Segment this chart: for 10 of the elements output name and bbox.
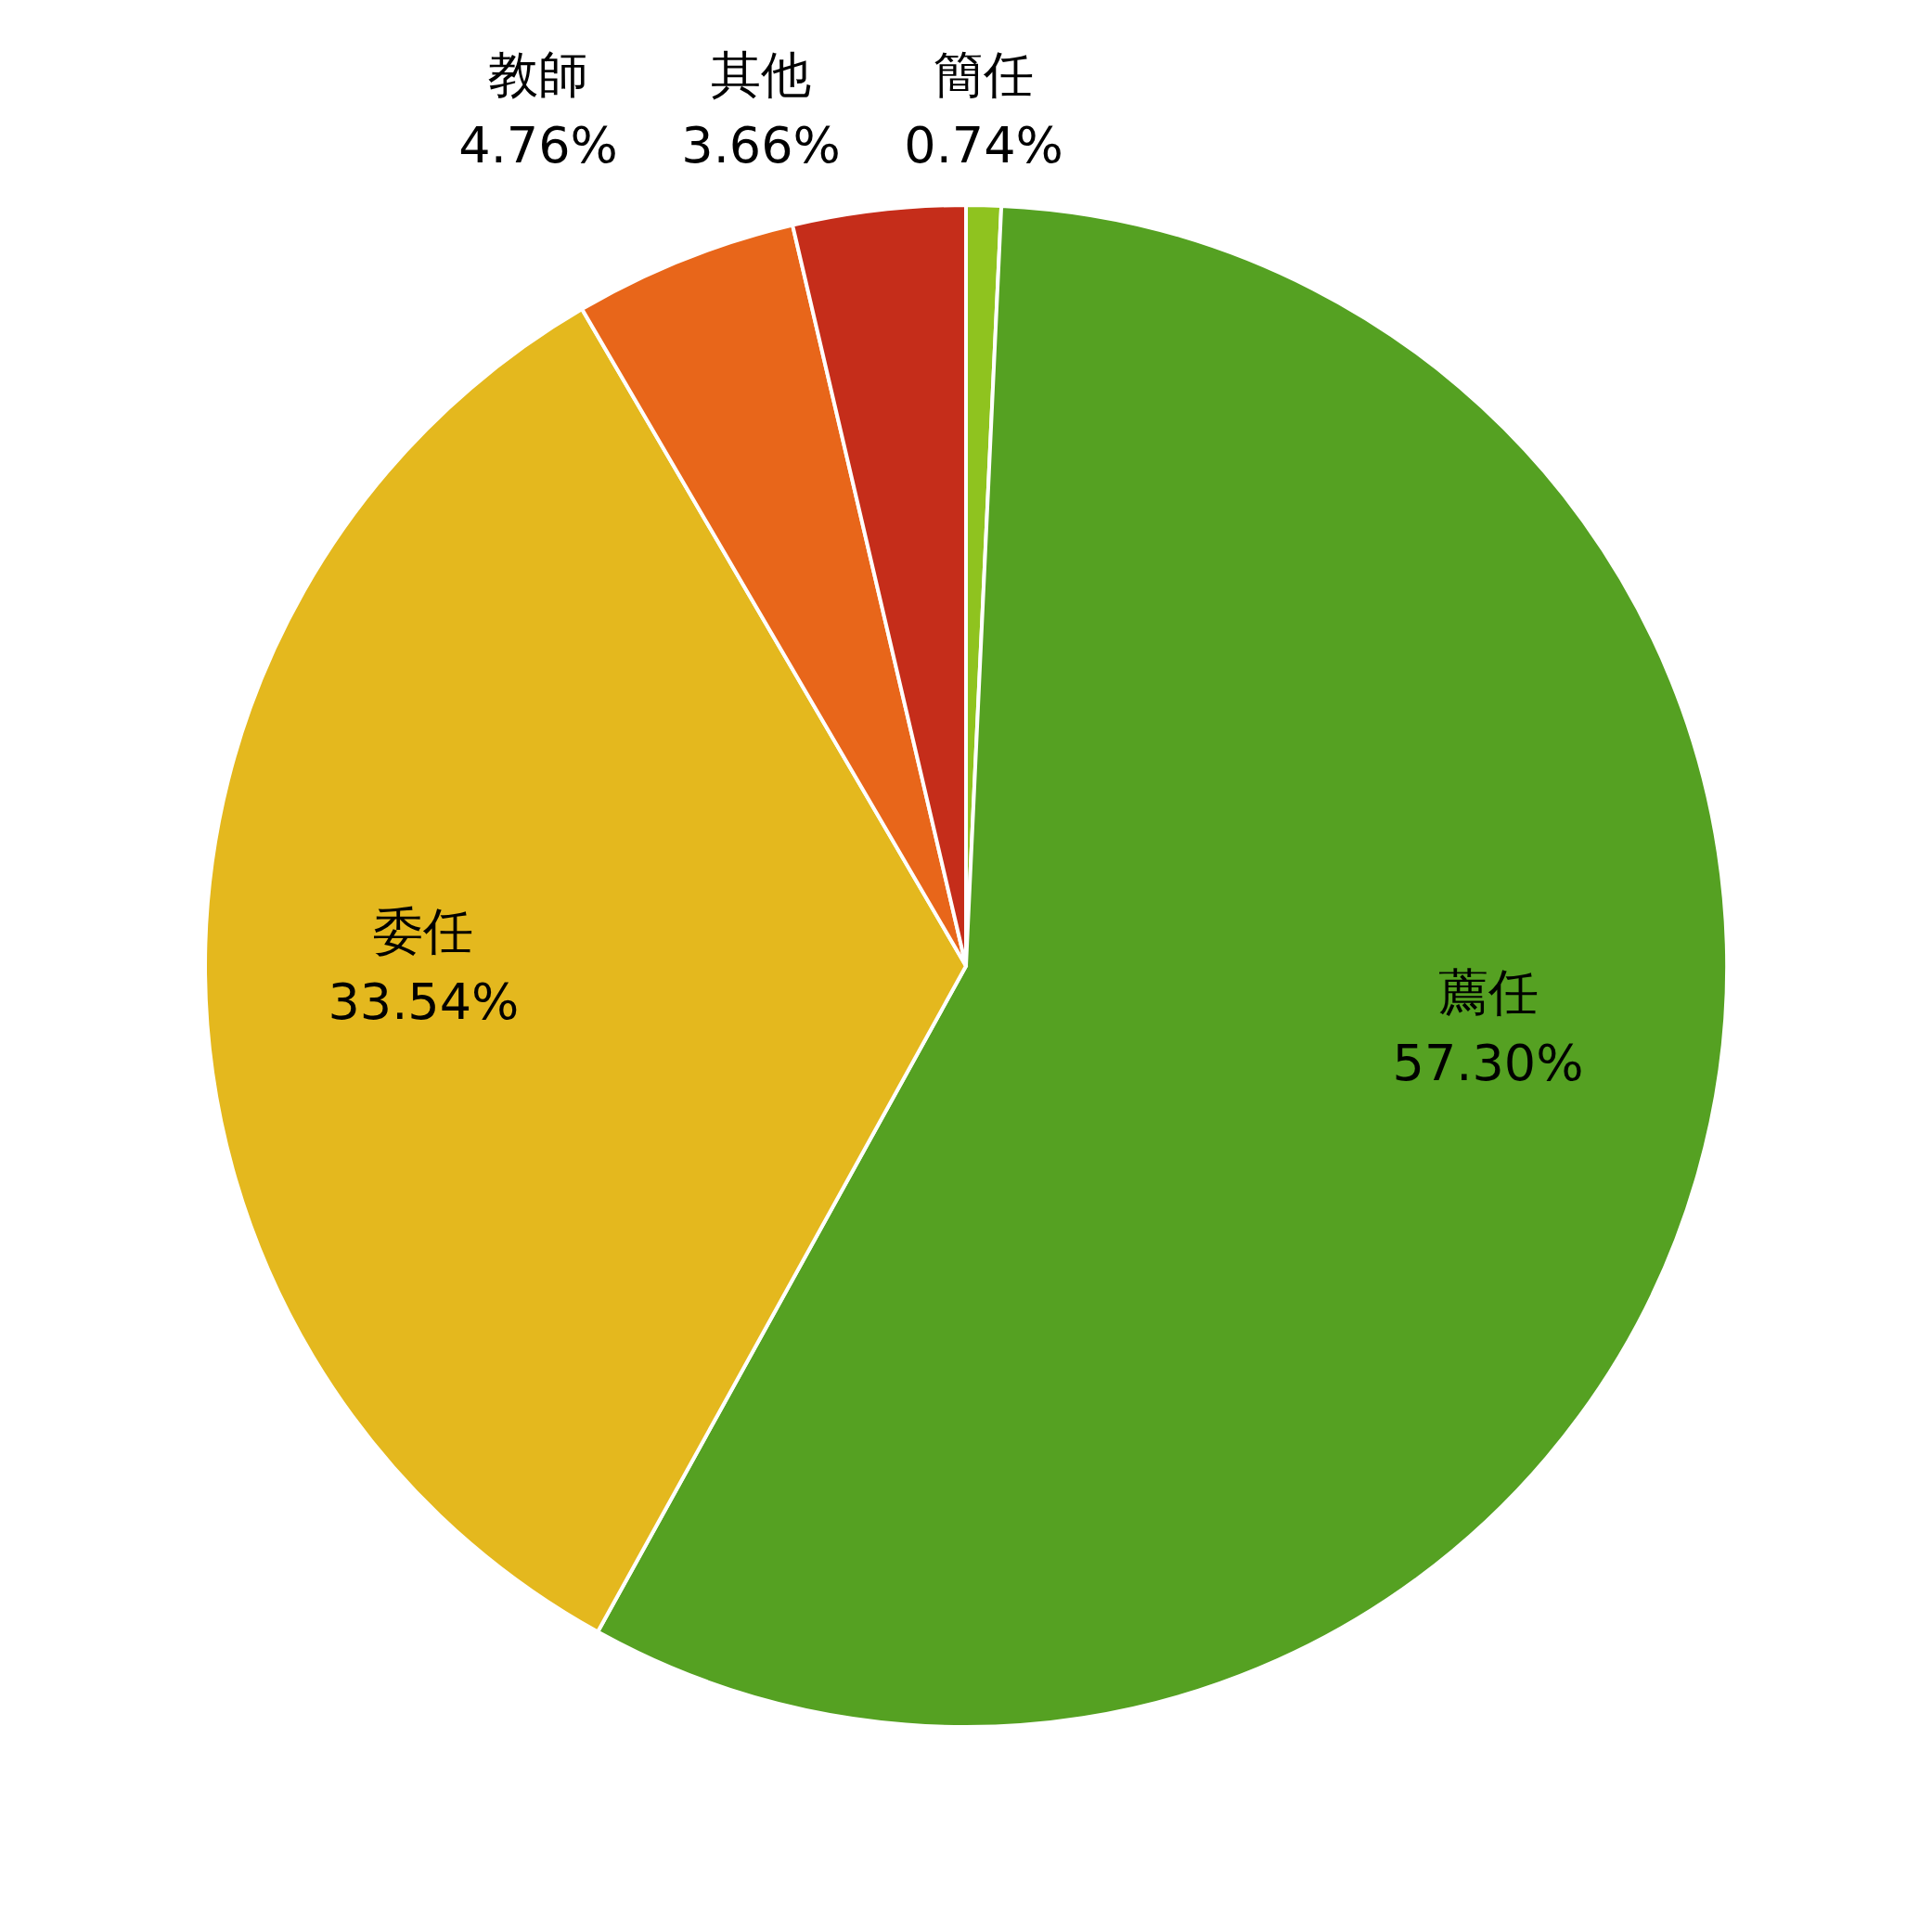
- slice-label: 簡任: [934, 45, 1035, 104]
- slice-label: 其他: [711, 45, 812, 104]
- slice-label: 教師: [488, 45, 589, 104]
- data-label: 57.30%: [1392, 1034, 1584, 1093]
- slice-label: 委任: [373, 902, 474, 961]
- data-label: 0.74%: [904, 116, 1063, 174]
- data-label: 33.54%: [328, 972, 520, 1032]
- slice-label: 薦任: [1437, 963, 1539, 1023]
- data-label: 4.76%: [458, 116, 618, 174]
- data-label: 3.66%: [681, 116, 841, 174]
